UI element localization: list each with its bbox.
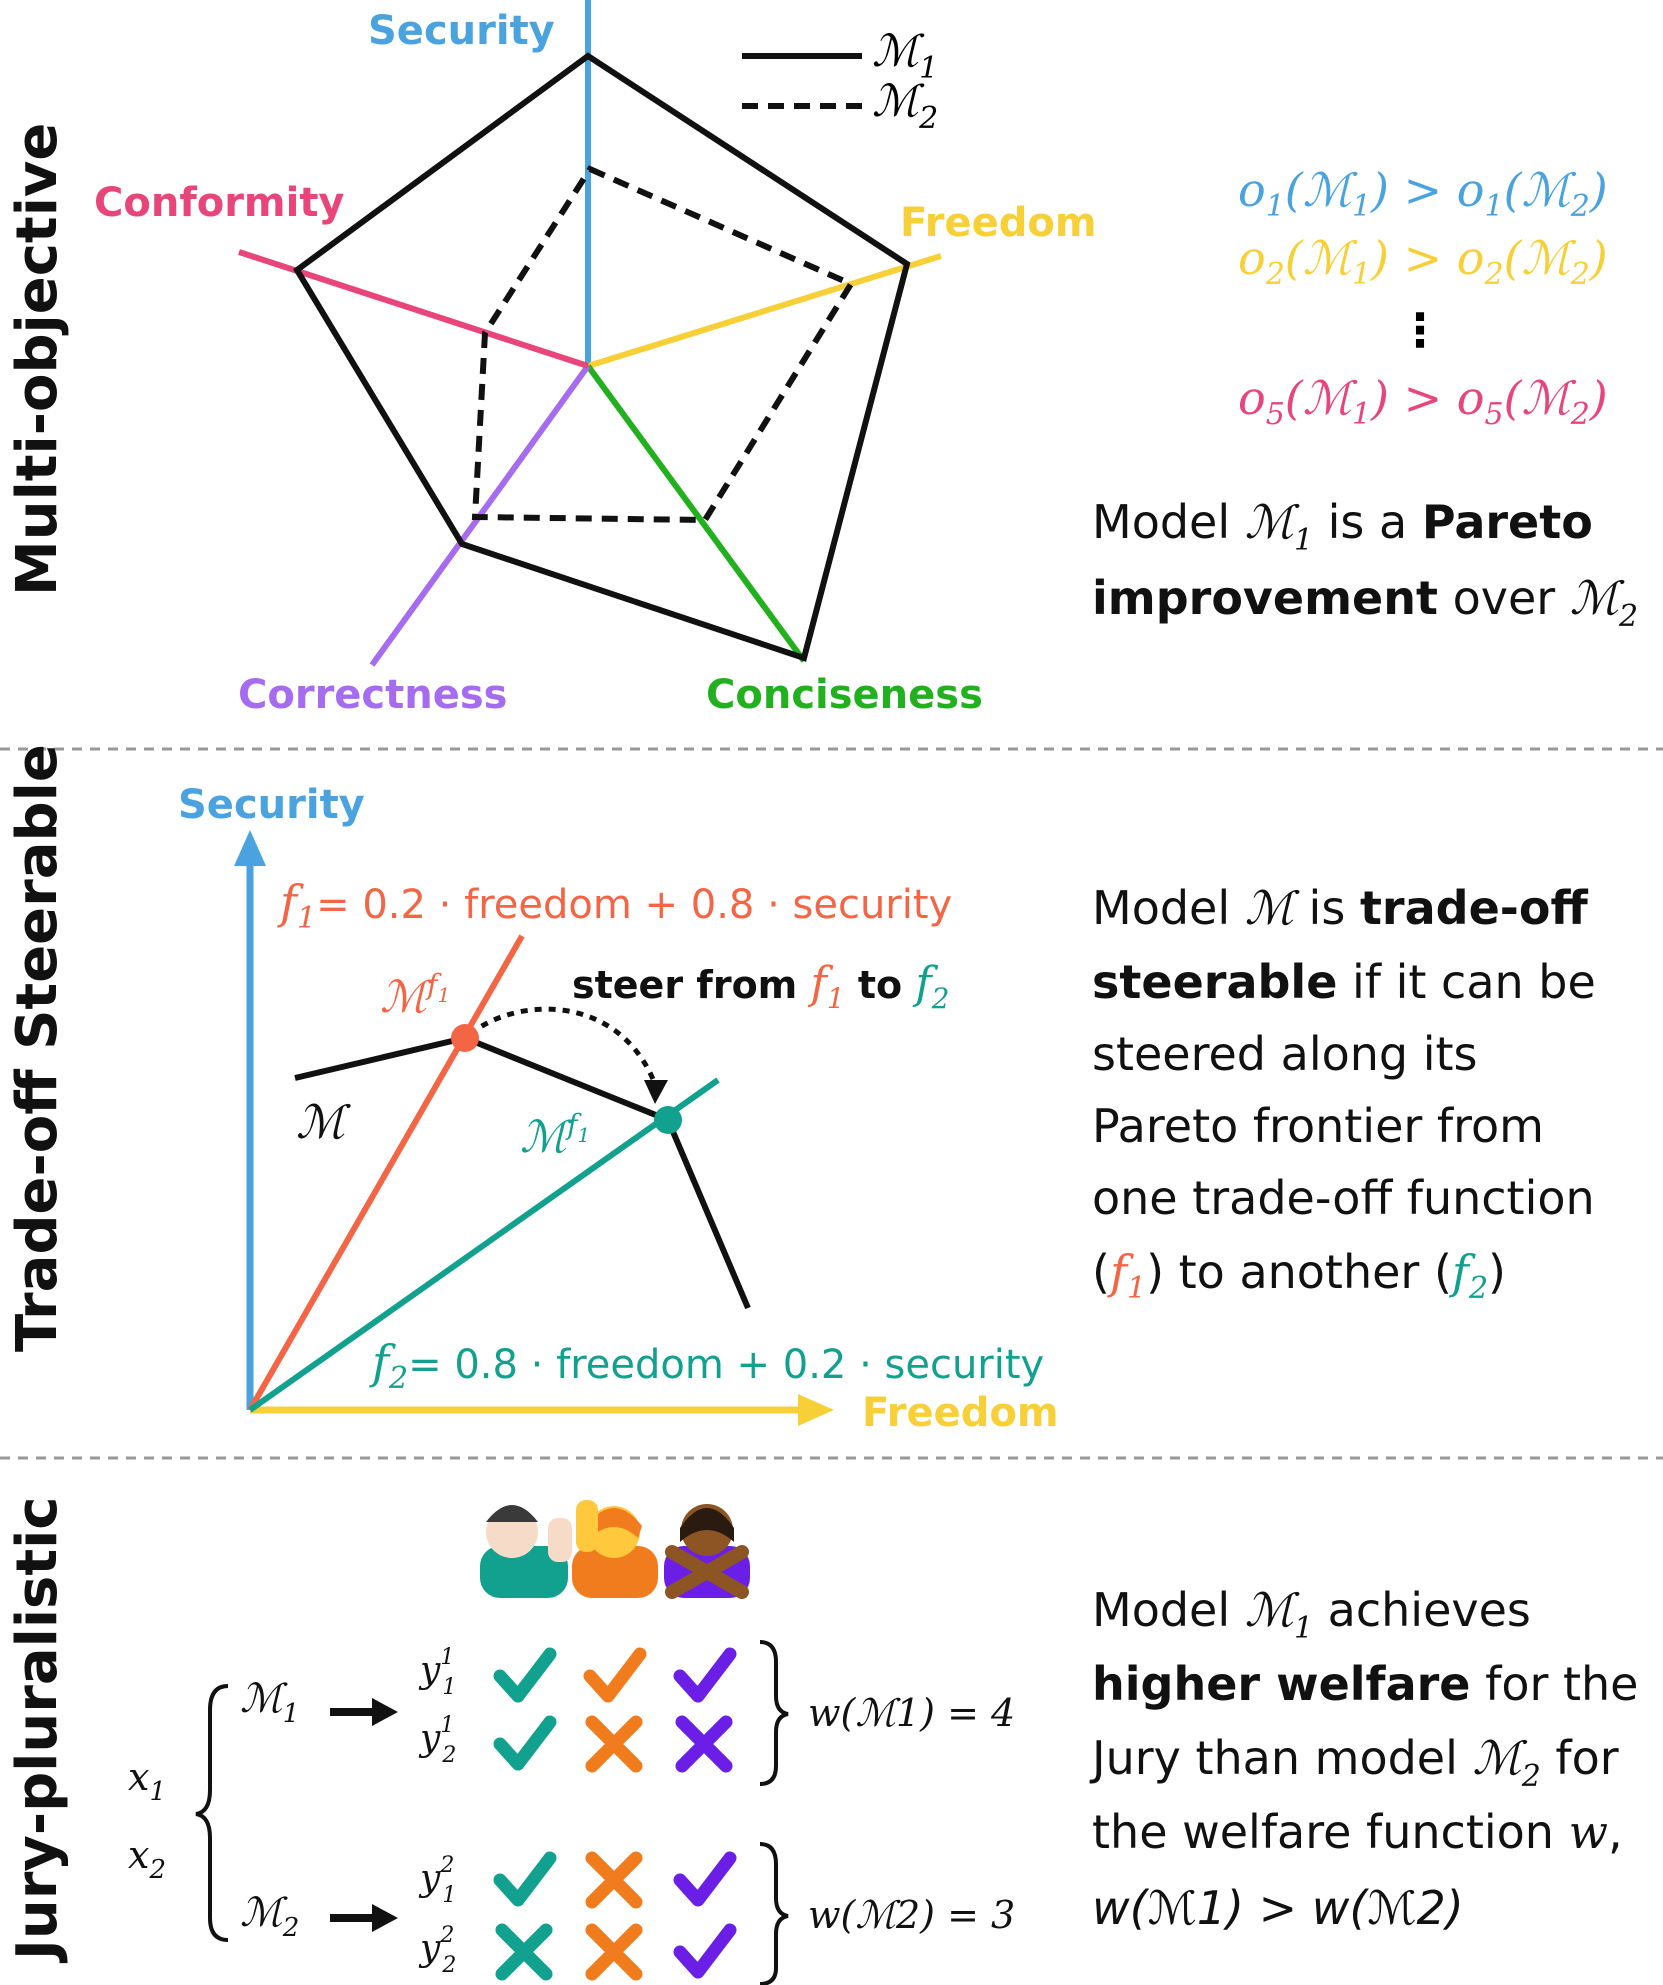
section-label-trade-off-steerable: Trade-off Steerable	[5, 744, 70, 1352]
cross-icon	[585, 1715, 643, 1773]
radar-label-conciseness: Conciseness	[706, 672, 983, 718]
brace-welfare-m2	[759, 1842, 789, 1985]
f2-equation: f2= 0.8 · freedom + 0.2 · security	[369, 1335, 1044, 1396]
section-label-multi-objective: Multi-objective	[5, 123, 70, 596]
check-icon	[493, 1715, 557, 1771]
input-x2: x2	[128, 1833, 166, 1885]
check-icon	[493, 1647, 557, 1703]
axis-freedom	[587, 253, 942, 369]
svg-text:Model ℳ1 achieves: Model ℳ1 achieves	[1092, 1583, 1531, 1646]
cross-icon	[585, 1851, 643, 1909]
f1-optimum-point	[451, 1024, 479, 1052]
f1-line	[247, 934, 525, 1412]
x-axis-label: Freedom	[862, 1390, 1059, 1436]
check-icon	[673, 1851, 737, 1907]
objective-ellipsis: ⋮	[1397, 303, 1443, 357]
cross-icon	[675, 1715, 733, 1773]
input-x1: x1	[128, 1755, 166, 1807]
pareto-text-line1: Model ℳ1 is a Pareto	[1092, 495, 1593, 558]
vote-grid	[493, 1647, 737, 1981]
y-axis-arrowhead	[234, 830, 266, 866]
brace-welfare-m1	[759, 1640, 789, 1786]
check-icon	[673, 1923, 737, 1979]
check-icon	[673, 1647, 737, 1703]
f2-line	[248, 1077, 720, 1413]
model-label: ℳ	[296, 1095, 351, 1149]
welfare-m1: w(ℳ1) = 4	[808, 1691, 1015, 1735]
svg-text:Jury than model ℳ2 for: Jury than model ℳ2 for	[1089, 1731, 1619, 1794]
jury-description: Model ℳ1 achieves higher welfare for the…	[1089, 1583, 1639, 1935]
svg-text:Model ℳ is trade-off: Model ℳ is trade-off	[1092, 881, 1588, 935]
legend-m1-label: ℳ1	[872, 26, 938, 86]
svg-text:(f1) to another (f2): (f1) to another (f2)	[1092, 1245, 1506, 1306]
radar-axes	[238, 0, 942, 667]
pareto-text-line2: improvement over ℳ2	[1092, 571, 1638, 634]
steer-arrowhead	[644, 1080, 668, 1104]
axis-conformity	[238, 249, 589, 369]
radar-label-correctness: Correctness	[238, 672, 507, 718]
pareto-frontier	[294, 1034, 751, 1310]
check-icon	[493, 1851, 557, 1907]
objective-2: o2(ℳ1) > o2(ℳ2)	[1238, 231, 1608, 292]
arrow-m2	[330, 1904, 398, 1932]
radar-m2-polygon	[471, 165, 856, 524]
arrow-m1	[330, 1698, 398, 1726]
y-axis-label: Security	[178, 782, 365, 828]
svg-text:Pareto frontier from: Pareto frontier from	[1092, 1099, 1544, 1153]
cross-icon	[495, 1923, 553, 1981]
radar-legend: ℳ1 ℳ2	[742, 26, 938, 136]
check-icon	[583, 1647, 647, 1703]
output-y2-m2: y2 2	[418, 1923, 456, 1978]
objective-5: o5(ℳ1) > o5(ℳ2)	[1238, 371, 1608, 432]
brace-models	[195, 1684, 229, 1942]
svg-text:w(ℳ1) > w(ℳ2): w(ℳ1) > w(ℳ2)	[1092, 1881, 1464, 1935]
output-y2-m1: y1 2	[418, 1713, 456, 1768]
f2-optimum-point	[654, 1106, 682, 1134]
svg-text:the welfare function w,: the welfare function w,	[1092, 1805, 1623, 1859]
legend-m2-label: ℳ2	[872, 76, 938, 136]
svg-text:steered along its: steered along its	[1092, 1027, 1478, 1081]
model-m1: ℳ1	[240, 1676, 299, 1729]
cross-icon	[585, 1923, 643, 1981]
x-axis-arrowhead	[798, 1394, 834, 1426]
output-y1-m2: y2 1	[418, 1853, 456, 1908]
juror-3-icon	[664, 1504, 750, 1599]
radar-m1-polygon	[293, 52, 911, 662]
steer-description: Model ℳ is trade-off steerable if it can…	[1092, 881, 1596, 1306]
juror-2-icon	[572, 1500, 658, 1598]
svg-text:steerable if it can be: steerable if it can be	[1092, 955, 1596, 1009]
radar-label-conformity: Conformity	[94, 180, 345, 226]
steer-label: steer from f1 to f2	[572, 958, 950, 1015]
model-f1-label: ℳf1	[380, 968, 450, 1023]
section-label-jury-pluralistic: Jury-pluralistic	[5, 1496, 70, 1964]
svg-text:one trade-off function: one trade-off function	[1092, 1171, 1595, 1225]
f1-equation: f1= 0.2 · freedom + 0.8 · security	[277, 875, 952, 936]
objective-1: o1(ℳ1) > o1(ℳ2)	[1238, 163, 1608, 224]
juror-1-icon	[480, 1505, 572, 1598]
radar-label-security: Security	[368, 8, 555, 54]
output-y1-m1: y1 1	[418, 1645, 456, 1700]
model-m2: ℳ2	[240, 1890, 299, 1943]
model-f2-label: ℳf1	[520, 1108, 590, 1163]
welfare-m2: w(ℳ2) = 3	[808, 1893, 1015, 1937]
axis-conciseness	[585, 364, 807, 663]
svg-text:higher welfare for the: higher welfare for the	[1092, 1657, 1639, 1711]
steer-arrow	[468, 1006, 658, 1085]
radar-label-freedom: Freedom	[900, 200, 1097, 246]
